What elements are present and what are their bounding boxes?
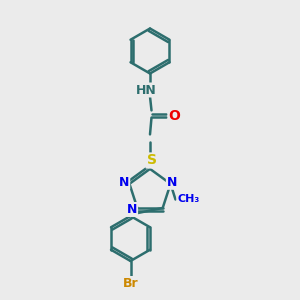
Text: O: O: [169, 109, 181, 122]
Text: S: S: [146, 154, 157, 167]
Text: HN: HN: [136, 83, 157, 97]
Text: N: N: [119, 176, 129, 189]
Text: N: N: [127, 203, 137, 216]
Text: N: N: [167, 176, 177, 189]
Text: Br: Br: [123, 277, 138, 290]
Text: CH₃: CH₃: [177, 194, 200, 205]
